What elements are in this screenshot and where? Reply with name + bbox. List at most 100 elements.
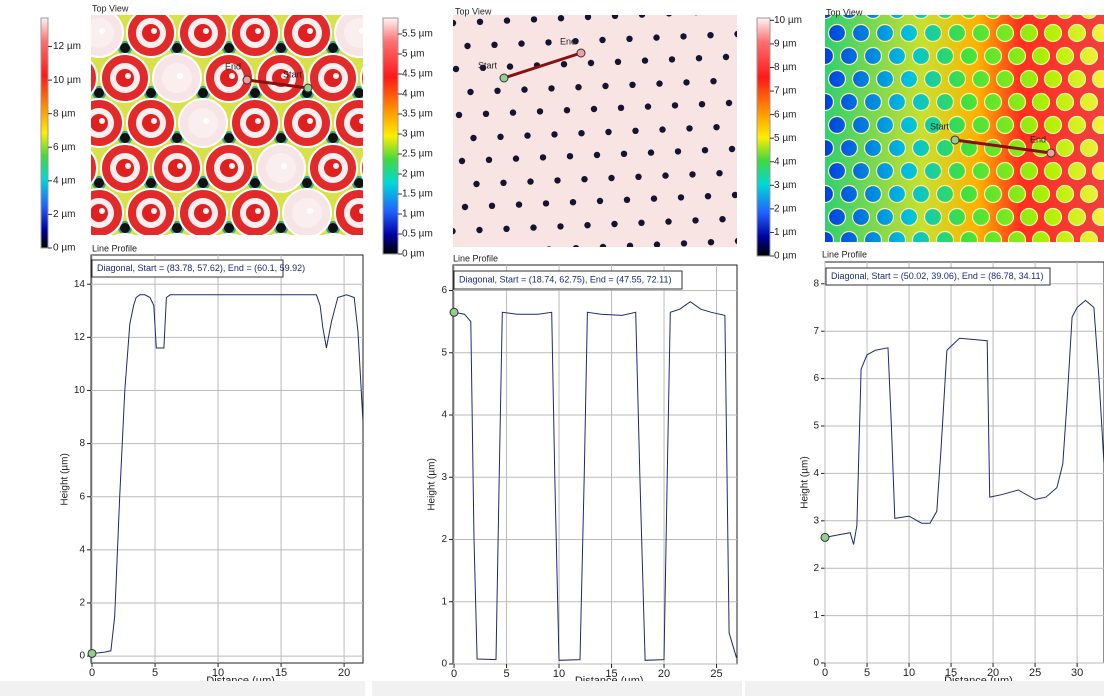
dot <box>825 15 833 20</box>
pore-core <box>246 24 264 42</box>
pore-dot <box>333 163 339 169</box>
y-tick-label: 4 <box>813 468 819 479</box>
dot <box>470 134 477 142</box>
dot <box>971 23 991 43</box>
pore-dot <box>151 118 157 124</box>
dot <box>731 191 737 199</box>
dot <box>851 115 871 135</box>
gap <box>145 0 157 9</box>
colorbar-label: 0 µm <box>53 243 75 254</box>
pore-core <box>64 159 82 177</box>
dot <box>713 124 720 131</box>
pore-ring <box>32 288 62 318</box>
pore-core <box>246 204 264 222</box>
dot <box>805 71 822 88</box>
dot <box>783 143 789 149</box>
profile-line <box>954 138 1052 155</box>
pore-dot <box>73 163 79 169</box>
plot-area <box>452 264 738 665</box>
pore <box>91 150 98 186</box>
y-tick-label: 0 <box>441 659 447 670</box>
annotation-box <box>453 270 683 290</box>
dot <box>674 148 682 155</box>
colorbar-label: 10 µm <box>774 15 802 26</box>
pore-ring <box>91 18 114 48</box>
colorbar-label: 2 µm <box>402 169 424 180</box>
image-background <box>453 15 737 247</box>
pore-core <box>91 204 108 222</box>
dot <box>734 30 737 38</box>
pore-dot <box>255 28 261 34</box>
dot <box>959 92 979 112</box>
gap <box>67 312 79 324</box>
dot <box>825 92 835 112</box>
x-tick-label: 0 <box>89 667 95 679</box>
dot <box>851 69 871 89</box>
dot <box>545 39 552 46</box>
y-tick-label: 10 <box>74 385 86 396</box>
x-tick-label: 20 <box>658 668 670 680</box>
dot <box>575 84 582 91</box>
dot <box>554 177 561 184</box>
x-tick-label: 25 <box>710 668 722 680</box>
dot <box>671 102 679 109</box>
dot <box>740 123 746 129</box>
dot <box>770 168 776 174</box>
scrollbar[interactable] <box>372 681 742 696</box>
y-tick-label: 12 <box>74 332 86 343</box>
colorbar-label: 4 µm <box>53 175 75 186</box>
dot <box>704 193 712 200</box>
dot <box>995 115 1015 135</box>
start-marker <box>449 307 459 317</box>
x-tick-label: 20 <box>338 667 350 679</box>
dot <box>911 138 931 158</box>
scrollbar[interactable] <box>0 681 365 696</box>
dot <box>1007 230 1027 242</box>
dot <box>800 212 806 218</box>
profile-line <box>91 294 364 654</box>
scrollbar[interactable] <box>745 681 1104 696</box>
colorbar-label: 3 µm <box>774 180 796 191</box>
gap <box>379 312 391 324</box>
pore-dot <box>203 28 209 34</box>
dot <box>509 109 517 116</box>
x-tick-label: 10 <box>553 668 565 680</box>
dot <box>611 220 618 228</box>
dot <box>629 81 636 89</box>
dot <box>656 80 663 87</box>
dot <box>602 82 609 90</box>
x-tick-label: 5 <box>864 667 870 679</box>
dot <box>995 207 1015 227</box>
dot <box>686 125 693 132</box>
dot <box>560 60 568 68</box>
dot <box>805 25 822 42</box>
start-handle <box>950 135 960 145</box>
pore <box>413 0 461 12</box>
colorbar-label: 1 µm <box>774 227 796 238</box>
gap <box>431 222 443 234</box>
y-tick-label: 3 <box>441 472 447 483</box>
dot <box>530 16 538 23</box>
dot <box>875 207 895 227</box>
dot <box>875 23 895 43</box>
pore-core <box>298 114 316 132</box>
x-tick-label: 5 <box>152 667 158 679</box>
pore <box>115 233 135 235</box>
start-marker <box>87 648 97 658</box>
y-tick-label: 2 <box>79 598 85 609</box>
x-tick-label: 0 <box>451 668 457 680</box>
dot <box>443 136 449 142</box>
pore-dot <box>229 163 235 169</box>
pore <box>91 60 98 96</box>
start-handle <box>303 83 313 93</box>
dot <box>805 117 822 134</box>
dot <box>611 15 619 19</box>
dot <box>923 23 943 43</box>
dot <box>863 230 883 242</box>
dot <box>1043 207 1063 227</box>
pore <box>219 233 239 235</box>
dot <box>935 46 955 66</box>
colorbar-label: 4 µm <box>774 156 796 167</box>
dot <box>1091 23 1104 43</box>
